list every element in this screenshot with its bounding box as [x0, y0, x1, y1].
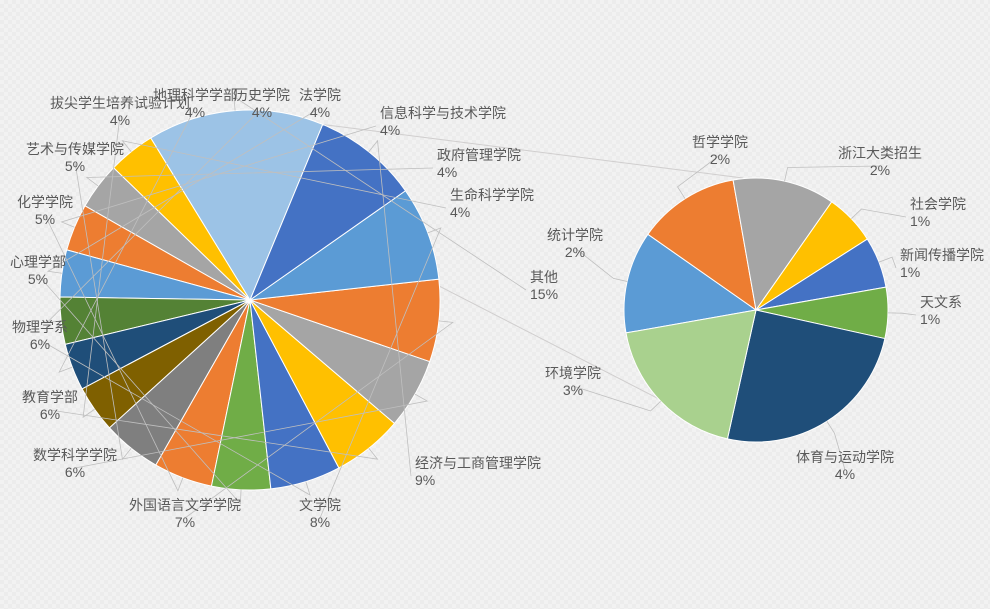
sub-pie-leader-line: [851, 209, 906, 219]
main-pie-slice-label: 艺术与传媒学院5%: [26, 141, 124, 174]
main-pie-slice-label: 数学科学学院6%: [33, 447, 117, 480]
main-pie-slice-label: 教育学部6%: [22, 389, 78, 422]
sub-pie-slice-label: 统计学院2%: [547, 227, 603, 260]
sub-pie-slice-label: 体育与运动学院4%: [796, 449, 894, 482]
sub-pie-slice-label: 天文系1%: [920, 294, 962, 327]
sub-pie-slice-label: 新闻传播学院1%: [900, 247, 984, 280]
sub-pie-leader-line: [785, 166, 880, 181]
sub-pie-slice-label: 哲学学院2%: [692, 134, 748, 167]
main-pie-slice-label: 外国语言文学学院7%: [129, 497, 241, 530]
sub-pie-slice-label: 环境学院3%: [545, 365, 601, 398]
main-pie-slice-label: 其他15%: [530, 269, 558, 302]
main-pie-slice-label: 法学院4%: [299, 87, 341, 120]
sub-pie-slice-label: 社会学院1%: [910, 196, 966, 229]
pie-of-pie-chart: 其他15%生命科学学院4%政府管理学院4%信息科学与技术学院4%法学院4%历史学…: [0, 0, 990, 609]
main-pie-slice-label: 物理学系6%: [12, 319, 68, 352]
main-pie-slice-label: 信息科学与技术学院4%: [380, 105, 506, 138]
main-pie-slice-label: 经济与工商管理学院9%: [415, 455, 541, 488]
sub-pie-leader-line: [888, 313, 916, 315]
main-pie-slice-label: 化学学院5%: [17, 194, 73, 227]
sub-pie-leader-line: [573, 386, 661, 411]
main-pie-slice-label: 文学院8%: [299, 497, 341, 530]
sub-pie-slice-label: 浙江大类招生2%: [838, 145, 922, 178]
main-pie-slice-label: 生命科学学院4%: [450, 187, 534, 220]
main-pie-slice-label: 政府管理学院4%: [437, 147, 521, 180]
main-pie-slice-label: 拔尖学生培养试验计划4%: [50, 95, 190, 128]
sub-pie-leader-line: [879, 257, 896, 268]
main-pie-slice-label: 心理学部5%: [10, 254, 66, 287]
